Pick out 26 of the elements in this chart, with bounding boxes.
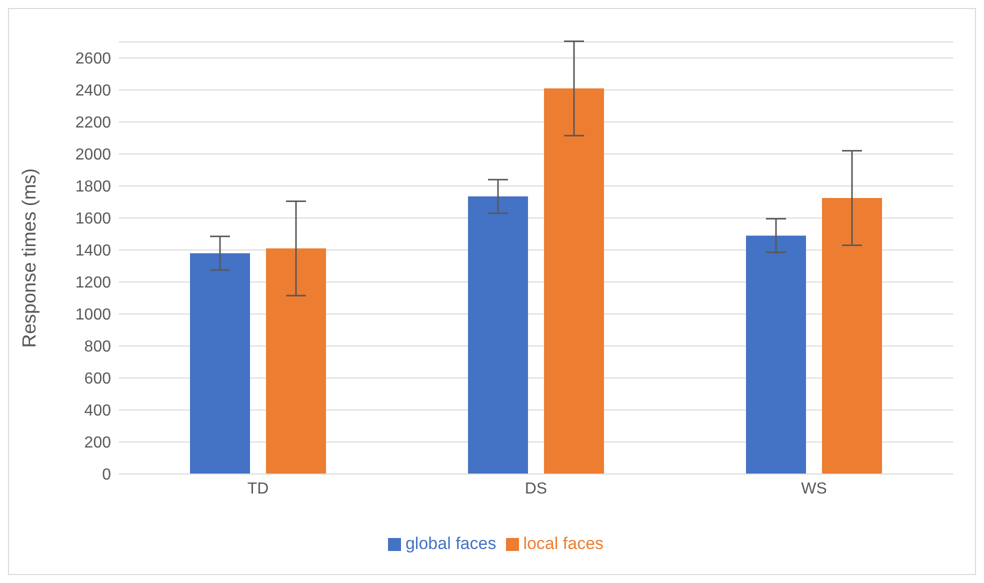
y-tick-label: 200 bbox=[84, 434, 112, 452]
bar bbox=[190, 253, 250, 474]
bar bbox=[822, 198, 882, 474]
x-tick-label: TD bbox=[247, 480, 269, 498]
y-tick-label: 2200 bbox=[75, 114, 112, 132]
y-tick-label: 1400 bbox=[75, 242, 112, 260]
bar bbox=[746, 236, 806, 474]
x-tick-label: DS bbox=[524, 480, 548, 498]
bar bbox=[544, 88, 604, 474]
y-tick-label: 1200 bbox=[75, 274, 112, 292]
y-tick-label: 1000 bbox=[75, 306, 112, 324]
y-tick-label: 800 bbox=[84, 338, 112, 356]
y-axis-title: Response times (ms) bbox=[20, 168, 41, 348]
y-tick-label: 1600 bbox=[75, 210, 112, 228]
y-tick-label: 1800 bbox=[75, 178, 112, 196]
y-tick-label: 2000 bbox=[75, 146, 112, 164]
bar bbox=[468, 196, 528, 474]
bar bbox=[266, 248, 326, 474]
y-tick-label: 400 bbox=[84, 402, 112, 420]
x-tick-label: WS bbox=[801, 480, 827, 498]
y-tick-label: 2400 bbox=[75, 82, 112, 100]
y-tick-label: 0 bbox=[102, 466, 112, 484]
legend-label: local faces bbox=[523, 534, 604, 553]
y-tick-label: 2600 bbox=[75, 50, 112, 68]
legend-label: global faces bbox=[405, 534, 496, 553]
y-tick-label: 600 bbox=[84, 370, 112, 388]
